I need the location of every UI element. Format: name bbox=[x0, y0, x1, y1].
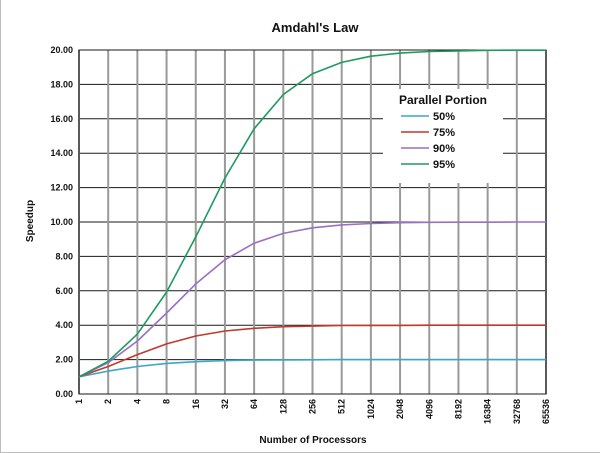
x-tick-label: 65536 bbox=[541, 399, 551, 424]
x-tick-label: 256 bbox=[308, 399, 318, 414]
x-tick-label: 16 bbox=[191, 399, 201, 409]
x-tick-label: 1024 bbox=[366, 399, 376, 419]
legend-entry: 90% bbox=[433, 143, 455, 155]
y-axis-label: Speedup bbox=[25, 200, 36, 242]
legend-entry: 75% bbox=[433, 127, 455, 139]
y-tick-label: 6.00 bbox=[55, 286, 73, 296]
x-tick-label: 16384 bbox=[483, 399, 493, 424]
x-tick-label: 4 bbox=[132, 399, 142, 404]
y-tick-label: 0.00 bbox=[55, 389, 73, 399]
legend-title: Parallel Portion bbox=[399, 93, 487, 107]
x-tick-labels: 1 2 4 8 16 32 64 128 256 512 1024 2048 4096 8192 16384… bbox=[74, 399, 551, 424]
x-tick-label: 1 bbox=[74, 399, 84, 404]
legend-entry: 50% bbox=[433, 111, 455, 123]
series-line-50pct bbox=[78, 358, 546, 378]
x-tick-label: 128 bbox=[278, 399, 288, 414]
series-lines bbox=[78, 49, 546, 378]
x-tick-label: 4096 bbox=[424, 399, 434, 419]
x-tick-label: 8192 bbox=[453, 399, 463, 419]
y-tick-label: 2.00 bbox=[55, 355, 73, 365]
x-tick-label: 2048 bbox=[395, 399, 405, 419]
y-tick-label: 12.00 bbox=[50, 183, 73, 193]
y-tick-label: 4.00 bbox=[55, 320, 73, 330]
y-tick-label: 20.00 bbox=[50, 45, 73, 55]
series-line-90pct bbox=[78, 221, 546, 378]
x-tick-label: 8 bbox=[162, 399, 172, 404]
x-tick-label: 32 bbox=[220, 399, 230, 409]
y-tick-label: 10.00 bbox=[50, 217, 73, 227]
y-tick-labels: 0.00 2.00 4.00 6.00 8.00 10.00 12.00 14.00 16.00… bbox=[50, 45, 73, 399]
chart-title: Amdahl's Law bbox=[272, 20, 360, 35]
legend-background bbox=[383, 89, 503, 183]
x-tick-label: 512 bbox=[337, 399, 347, 414]
x-tick-label: 64 bbox=[249, 399, 259, 409]
y-tick-label: 18.00 bbox=[50, 79, 73, 89]
x-axis-label: Number of Processors bbox=[259, 435, 367, 446]
series-line-95pct bbox=[78, 49, 546, 378]
y-tick-label: 14.00 bbox=[50, 148, 73, 158]
legend: Parallel Portion 50% 75% 90% 95% bbox=[383, 89, 503, 183]
x-tick-label: 2 bbox=[103, 399, 113, 404]
x-tick-label: 32768 bbox=[512, 399, 522, 424]
legend-entry: 95% bbox=[433, 159, 455, 171]
y-tick-label: 16.00 bbox=[50, 114, 73, 124]
y-tick-label: 8.00 bbox=[55, 251, 73, 261]
series-line-75pct bbox=[78, 324, 546, 378]
